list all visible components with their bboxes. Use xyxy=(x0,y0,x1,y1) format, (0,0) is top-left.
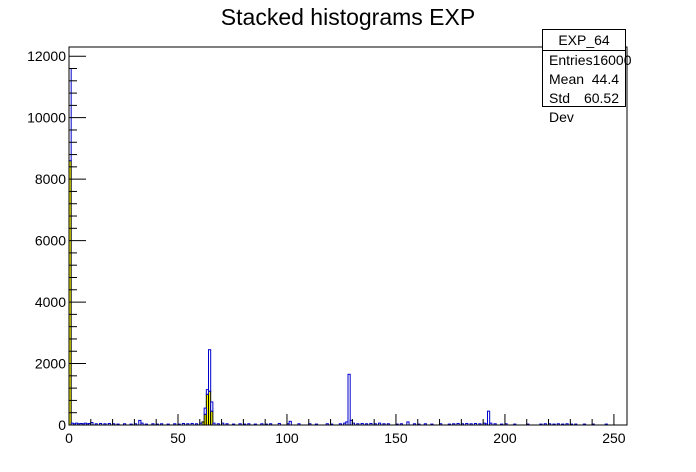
plot-frame xyxy=(68,46,628,426)
x-tick-label: 200 xyxy=(493,430,517,446)
stats-value: 16000 xyxy=(592,52,632,68)
x-tick-label: 50 xyxy=(170,430,186,446)
y-tick-label: 10000 xyxy=(27,110,66,126)
stats-label: Mean xyxy=(549,71,585,87)
histogram-bars xyxy=(68,68,608,426)
stats-box: EXP_64 Entries 16000 Mean 44.4 Std Dev 6… xyxy=(542,29,632,125)
x-tick-label: 150 xyxy=(384,430,408,446)
histogram-bin-s1-x101 xyxy=(288,420,292,426)
stats-row-mean: Mean 44.4 xyxy=(543,70,625,89)
y-tick-label: 8000 xyxy=(35,171,66,187)
histogram-bin-s1-x63 xyxy=(205,389,209,395)
y-tick-label: 0 xyxy=(58,417,66,433)
stats-value: 60.52 xyxy=(583,90,619,106)
stats-histogram-name: EXP_64 xyxy=(543,30,625,51)
y-tick-label: 12000 xyxy=(27,48,66,64)
histogram-bin-s1-x65 xyxy=(210,401,214,412)
x-tick-label: 100 xyxy=(275,430,299,446)
y-tick-label: 2000 xyxy=(35,356,66,372)
chart-title: Stacked histograms EXP xyxy=(220,4,476,30)
stats-label: Entries xyxy=(549,52,593,68)
stats-label: Std Dev xyxy=(549,90,574,125)
axes: 0 50 100 150 200 250 0 2000 4000 6000 8000 10000 120… xyxy=(27,48,626,446)
x-tick-label: 0 xyxy=(65,430,73,446)
stats-row-entries: Entries 16000 xyxy=(543,51,632,70)
histogram-bin-s1-x128 xyxy=(347,373,351,426)
x-tick-label: 250 xyxy=(602,430,626,446)
histogram-bin-s1-x64 xyxy=(208,349,212,392)
y-tick-label: 4000 xyxy=(35,294,66,310)
stats-value: 44.4 xyxy=(591,71,619,87)
histogram-bin-s1-x62 xyxy=(203,407,207,415)
stats-row-stddev: Std Dev 60.52 xyxy=(543,89,625,125)
y-tick-label: 6000 xyxy=(35,233,66,249)
